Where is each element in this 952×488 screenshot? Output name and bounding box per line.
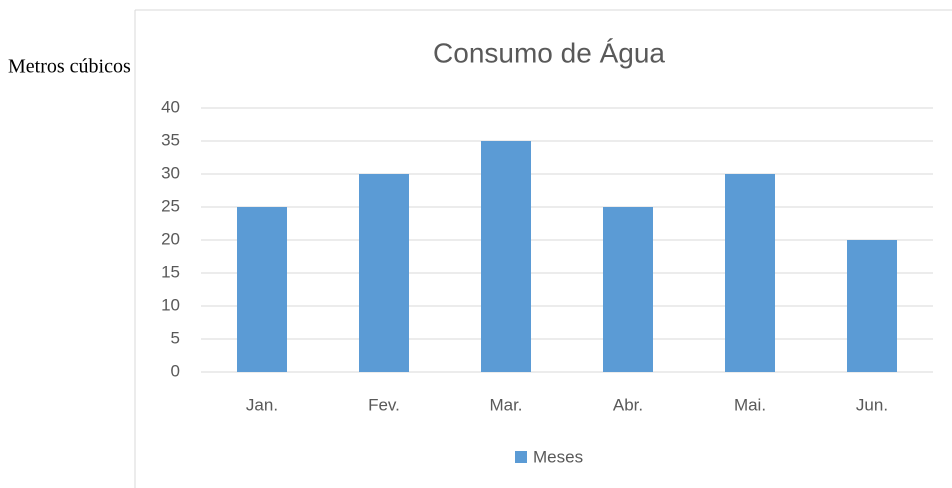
y-tick-label: 5 [171,328,180,347]
x-tick-label: Jan. [246,395,278,414]
x-tick-label: Jun. [856,395,888,414]
y-tick-label: 25 [161,196,180,215]
y-tick-label: 30 [161,163,180,182]
y-tick-label: 35 [161,130,180,149]
y-tick-label: 20 [161,229,180,248]
legend-swatch [515,451,527,463]
x-tick-label: Abr. [613,395,643,414]
bar [847,240,897,372]
y-tick-label: 15 [161,262,180,281]
x-tick-label: Fev. [368,395,400,414]
y-tick-label: 40 [161,97,180,116]
y-axis-label: Metros cúbicos [8,56,131,78]
bar [359,174,409,372]
bar [725,174,775,372]
y-tick-label: 0 [171,361,180,380]
bar [481,141,531,372]
y-tick-label: 10 [161,295,180,314]
legend-label: Meses [533,447,583,466]
bar [237,207,287,372]
chart-title: Consumo de Água [433,37,665,68]
x-tick-label: Mai. [734,395,766,414]
x-tick-label: Mar. [489,395,522,414]
bar [603,207,653,372]
